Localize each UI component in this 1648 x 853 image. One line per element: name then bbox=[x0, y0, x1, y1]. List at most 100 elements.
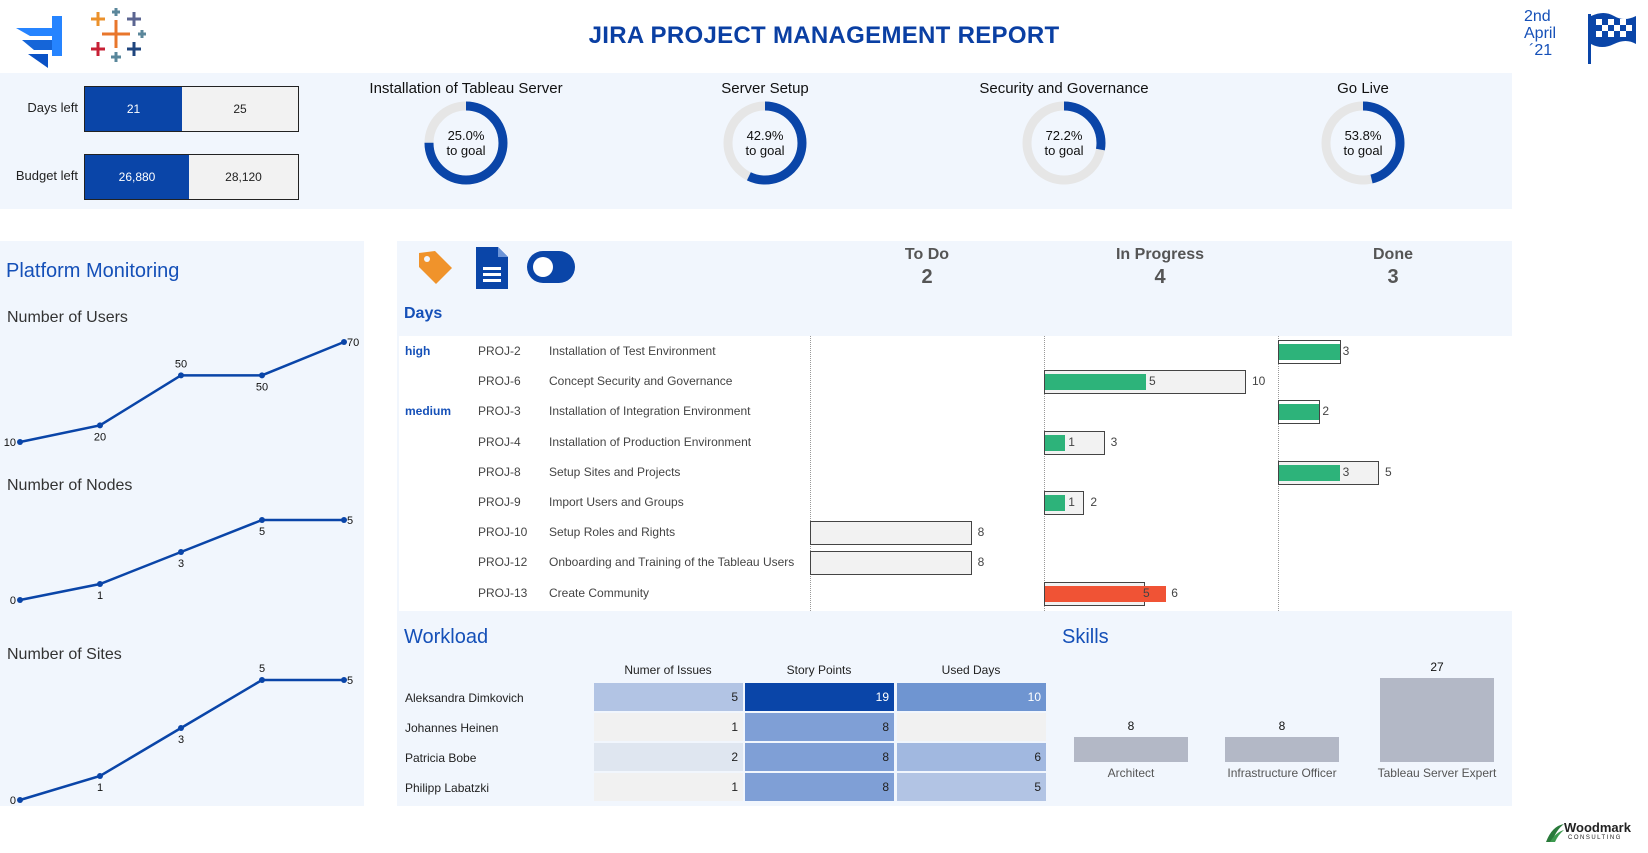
inprogress-header: In Progress bbox=[1115, 246, 1205, 263]
monitoring-point bbox=[17, 597, 23, 603]
task-used-bar bbox=[1045, 434, 1066, 451]
days-remaining-segment: 25 bbox=[233, 102, 247, 116]
monitoring-point bbox=[178, 549, 184, 555]
workload-cell-days: 6 bbox=[897, 743, 1046, 771]
workload-title: Workload bbox=[404, 626, 489, 648]
tableau-logo bbox=[86, 6, 152, 66]
task-row[interactable]: PROJ-6 Concept Security and Governance 5 10 bbox=[399, 366, 1512, 396]
milestone-sub: to goal bbox=[446, 143, 486, 158]
task-name: Setup Roles and Rights bbox=[549, 525, 676, 540]
task-used-bar bbox=[1279, 344, 1340, 360]
task-used-bar bbox=[1045, 495, 1066, 511]
skills-title: Skills bbox=[1062, 626, 1109, 648]
monitoring-series-line bbox=[19, 340, 345, 444]
skill-value: 27 bbox=[1430, 660, 1444, 674]
skill-bar bbox=[1380, 678, 1494, 762]
task-row[interactable]: PROJ-8 Setup Sites and Projects 3 5 bbox=[399, 457, 1512, 487]
task-row[interactable]: PROJ-12 Onboarding and Training of the Ta… bbox=[399, 547, 1512, 577]
skill-bar bbox=[1225, 737, 1339, 762]
task-name: Installation of Integration Environment bbox=[549, 404, 751, 419]
skill-value: 8 bbox=[1127, 719, 1135, 734]
task-row[interactable]: PROJ-4 Installation of Production Environ… bbox=[399, 427, 1512, 457]
task-estimate-bar bbox=[1278, 340, 1341, 364]
days-left-bar: 21 25 bbox=[84, 86, 299, 132]
workload-cell-days bbox=[897, 713, 1046, 741]
milestone-donut-security bbox=[1022, 101, 1106, 185]
monitoring-point-label: 3 bbox=[178, 558, 184, 570]
todo-column-divider bbox=[810, 336, 811, 611]
milestone-percent: 72.2% bbox=[1045, 128, 1083, 143]
milestone-sub: to goal bbox=[1044, 143, 1084, 158]
task-used-value: 5 bbox=[1149, 374, 1156, 389]
budget-left-bar: 26,880 28,120 bbox=[84, 154, 299, 200]
monitoring-point bbox=[17, 797, 23, 803]
milestone-value-installation: 25.0% to goal bbox=[421, 128, 511, 158]
task-row[interactable]: medium PROJ-3 Installation of Integration … bbox=[399, 396, 1512, 426]
milestone-title-security: Security and Governance bbox=[979, 80, 1149, 97]
done-header: Done bbox=[1373, 246, 1413, 263]
monitoring-point bbox=[341, 677, 347, 683]
monitoring-point-label: 10 bbox=[4, 437, 16, 449]
tag-icon[interactable] bbox=[415, 247, 455, 287]
milestone-value-server-setup: 42.9% to goal bbox=[720, 128, 810, 158]
date-month: April bbox=[1524, 25, 1557, 42]
monitoring-point bbox=[97, 773, 103, 779]
task-row[interactable]: PROJ-9 Import Users and Groups 1 2 bbox=[399, 487, 1512, 517]
task-used-value: 2 bbox=[1322, 404, 1330, 419]
document-icon[interactable] bbox=[474, 245, 510, 291]
skill-bar bbox=[1074, 737, 1188, 762]
milestone-percent: 42.9% bbox=[746, 128, 784, 143]
budget-left-label: Budget left bbox=[15, 168, 78, 183]
milestone-percent: 53.8% bbox=[1344, 128, 1382, 143]
monitoring-point-label: 1 bbox=[97, 590, 103, 602]
users-chart-title: Number of Users bbox=[7, 309, 128, 326]
task-name: Onboarding and Training of the Tableau U… bbox=[549, 555, 795, 570]
task-id: PROJ-6 bbox=[478, 374, 521, 389]
milestone-title-installation: Installation of Tableau Server bbox=[369, 80, 563, 97]
milestone-value-go-live: 53.8% to goal bbox=[1318, 128, 1408, 158]
monitoring-point bbox=[259, 517, 265, 523]
donut-progress-arc bbox=[1321, 101, 1405, 185]
task-row[interactable]: PROJ-13 Create Community 5 6 bbox=[399, 578, 1512, 608]
platform-monitoring-title: Platform Monitoring bbox=[6, 260, 180, 282]
task-id: PROJ-3 bbox=[478, 404, 521, 419]
task-total-value: 6 bbox=[1171, 585, 1178, 600]
task-used-bar bbox=[1279, 464, 1340, 481]
task-used-value: 3 bbox=[1342, 344, 1350, 358]
task-table: high PROJ-2 Installation of Test Environme… bbox=[399, 336, 1512, 611]
task-id: PROJ-12 bbox=[478, 555, 528, 570]
monitoring-point-label: 20 bbox=[94, 431, 106, 443]
monitoring-point-label: 5 bbox=[259, 663, 265, 675]
done-count: 3 bbox=[1387, 266, 1399, 288]
workload-person-name: Patricia Bobe bbox=[405, 751, 477, 765]
budget-used-segment: 26,880 bbox=[85, 155, 189, 199]
skill-label: Infrastructure Officer bbox=[1227, 766, 1337, 780]
todo-header: To Do bbox=[904, 246, 950, 263]
inprogress-count: 4 bbox=[1154, 266, 1166, 288]
skill-label: Tableau Server Expert bbox=[1377, 766, 1497, 780]
sites-chart-title: Number of Sites bbox=[7, 646, 122, 663]
task-row[interactable]: PROJ-10 Setup Roles and Rights 8 bbox=[399, 517, 1512, 547]
task-estimate-bar bbox=[810, 521, 972, 546]
task-used-value: 1 bbox=[1068, 434, 1075, 449]
toggle-icon[interactable] bbox=[526, 250, 576, 284]
todo-count: 2 bbox=[921, 266, 933, 288]
milestone-sub: to goal bbox=[745, 143, 785, 158]
report-date: 2nd April ´21 bbox=[1524, 8, 1584, 59]
woodmark-brand: Woodmark bbox=[1564, 820, 1631, 835]
task-id: PROJ-4 bbox=[478, 434, 521, 449]
milestone-donut-installation bbox=[424, 101, 508, 185]
jira-logo bbox=[8, 10, 68, 70]
workload-cell-issues: 1 bbox=[594, 713, 743, 741]
task-name: Import Users and Groups bbox=[549, 495, 684, 509]
workload-cell-points: 8 bbox=[745, 713, 894, 741]
task-name: Concept Security and Governance bbox=[549, 374, 733, 389]
monitoring-point bbox=[341, 339, 347, 345]
task-row[interactable]: high PROJ-2 Installation of Test Environme… bbox=[399, 336, 1512, 366]
monitoring-point-label: 3 bbox=[178, 734, 184, 746]
task-name: Installation of Test Environment bbox=[549, 344, 716, 358]
workload-person-name: Philipp Labatzki bbox=[405, 781, 490, 795]
milestone-title-go-live: Go Live bbox=[1337, 80, 1389, 97]
monitoring-point bbox=[259, 372, 265, 379]
days-title: Days bbox=[404, 305, 443, 322]
